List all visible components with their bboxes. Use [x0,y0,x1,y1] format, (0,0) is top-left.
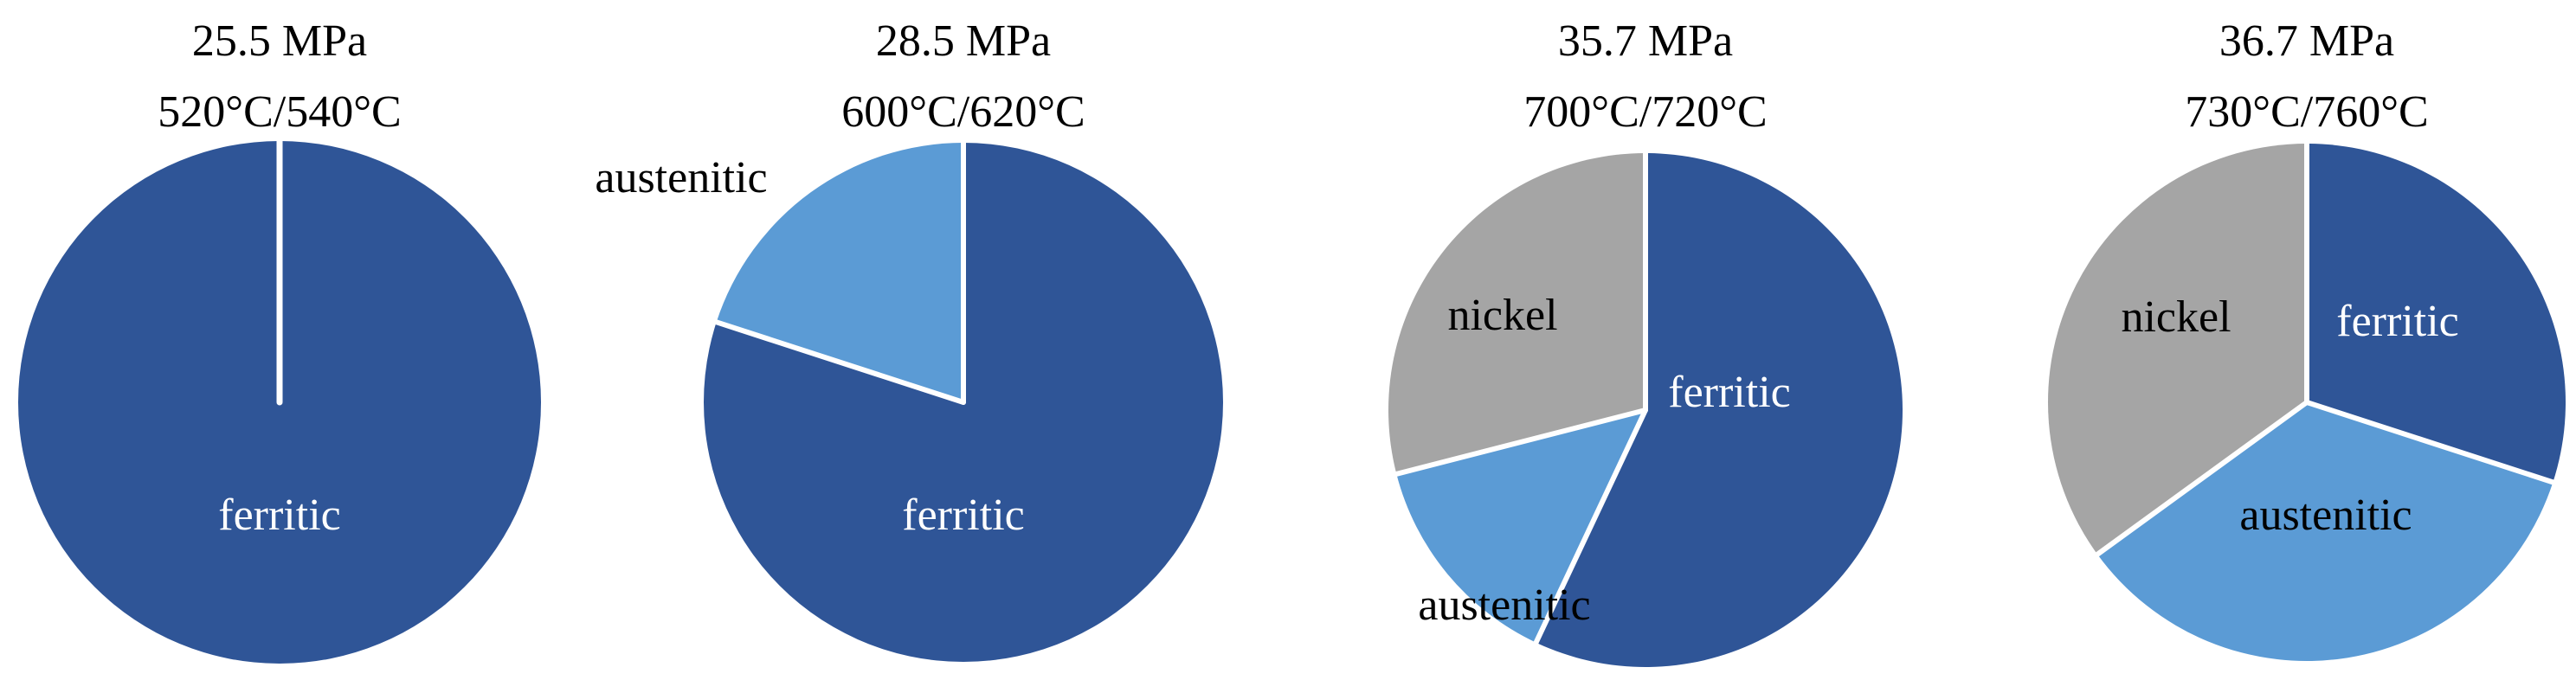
pie-chart-4: 36.7 MPa 730°C/760°C ferritic austenitic nic… [2048,16,2566,661]
pie-slice-austenitic [1396,410,1645,643]
slice-separators [1392,149,1648,647]
slice-label-austenitic: austenitic [2239,491,2412,540]
pie-chart-2: 28.5 MPa 600°C/620°C ferritic austenitic [595,16,1223,662]
chart-title-line-2: 730°C/760°C [2185,87,2428,137]
pie-chart-3: 35.7 MPa 700°C/720°C ferritic austenitic nic… [1388,16,1903,668]
chart-title-line-2: 700°C/720°C [1523,87,1767,137]
slice-separators [712,138,966,405]
pie-slice-nickel [1388,153,1645,474]
slice-separator [1532,407,1648,647]
chart-title-line-1: 25.5 MPa [192,16,367,66]
slice-separator [2093,400,2309,558]
slice-separator [2304,400,2558,486]
pie-slice-ferritic [1536,153,1903,668]
slice-separators [2093,139,2558,558]
slice-separator [712,318,966,405]
slice-label-ferritic: ferritic [902,491,1024,540]
chart-title-line-1: 35.7 MPa [1558,16,1733,66]
slice-label-ferritic: ferritic [218,491,340,540]
slice-label-ferritic: ferritic [1668,368,1790,417]
slice-label-nickel: nickel [2121,292,2231,342]
pie-slice-austenitic [716,143,963,402]
slice-label-ferritic: ferritic [2336,297,2458,346]
chart-title-line-1: 36.7 MPa [2219,16,2394,66]
pie-chart-1: 25.5 MPa 520°C/540°C ferritic [18,16,541,664]
chart-title-line-1: 28.5 MPa [876,16,1051,66]
chart-title-line-2: 600°C/620°C [841,87,1085,137]
slice-separator [1392,407,1648,478]
chart-title-line-2: 520°C/540°C [158,87,401,137]
pie-slice-austenitic [2097,402,2553,661]
pie-slice-ferritic [2307,144,2566,483]
slice-label-austenitic: austenitic [595,153,767,202]
pie-slice-nickel [2048,143,2307,555]
slice-label-nickel: nickel [1447,291,1557,340]
slice-label-austenitic: austenitic [1418,581,1590,630]
